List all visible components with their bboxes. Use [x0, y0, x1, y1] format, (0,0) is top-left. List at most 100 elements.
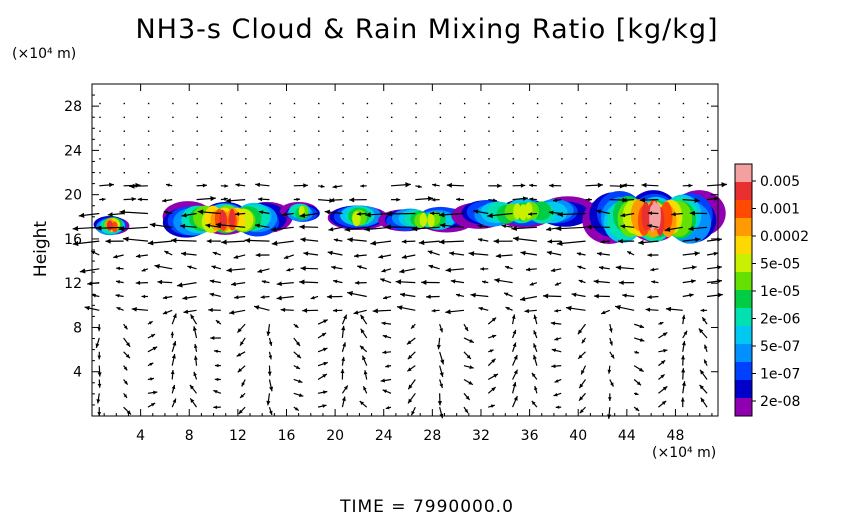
wind-arrow — [171, 340, 177, 352]
wind-arrow — [193, 355, 198, 366]
wind-arrow — [488, 404, 495, 408]
wind-dot — [391, 171, 393, 174]
wind-arrow — [585, 182, 603, 188]
wind-arrow — [519, 295, 538, 302]
y-tick-label: 16 — [64, 232, 82, 248]
wind-arrow — [596, 251, 610, 257]
wind-arrow — [534, 385, 538, 394]
cloud-layer — [93, 190, 726, 244]
wind-arrow — [359, 345, 368, 353]
wind-arrow — [236, 351, 246, 357]
wind-arrow — [410, 323, 416, 330]
wind-dot — [415, 144, 417, 146]
wind-dot — [682, 144, 685, 146]
y-axis-label: Height — [31, 221, 51, 278]
wind-dot — [609, 116, 612, 119]
wind-arrow — [682, 265, 697, 270]
wind-arrow — [95, 337, 100, 349]
wind-arrow — [707, 182, 728, 188]
wind-dot — [147, 116, 150, 119]
wind-arrow — [293, 365, 301, 370]
wind-arrow — [658, 321, 664, 326]
cloud-contour — [513, 203, 522, 220]
wind-arrow — [141, 268, 149, 272]
wind-dot — [439, 158, 442, 160]
colorbar-label: 1e-07 — [760, 367, 800, 383]
wind-arrow — [116, 306, 124, 311]
y-axis-unit: (×10⁴ m) — [12, 46, 77, 62]
wind-arrow — [332, 279, 343, 284]
wind-arrow — [107, 212, 124, 217]
wind-dot — [245, 116, 247, 119]
colorbar-swatch — [735, 290, 752, 309]
wind-arrow — [220, 197, 228, 201]
wind-arrow — [617, 238, 635, 244]
wind-dot — [585, 171, 587, 174]
wind-dot — [585, 144, 587, 146]
wind-dot — [391, 116, 393, 119]
wind-arrow — [347, 237, 367, 243]
wind-arrow — [463, 406, 469, 414]
wind-arrow — [577, 351, 586, 360]
wind-arrow — [254, 223, 270, 229]
wind-arrow — [547, 239, 562, 244]
wind-dot — [463, 171, 466, 174]
wind-arrow — [406, 365, 416, 372]
wind-arrow — [681, 340, 686, 352]
wind-arrow — [427, 250, 440, 256]
wind-arrow — [213, 349, 221, 354]
x-tick-label: 20 — [326, 428, 344, 444]
wind-arrow — [585, 197, 592, 202]
wind-arrow — [436, 337, 441, 350]
wind-arrow — [267, 365, 272, 376]
wind-arrow — [353, 253, 367, 258]
wind-arrow — [504, 265, 513, 270]
wind-arrow — [181, 212, 197, 218]
wind-dot — [439, 102, 442, 105]
wind-dot — [220, 158, 223, 160]
cloud-region — [327, 205, 389, 231]
wind-arrow — [382, 350, 392, 355]
wind-dot — [536, 144, 539, 146]
x-tick-label: 36 — [521, 428, 539, 444]
wind-arrow — [317, 332, 327, 339]
wind-arrow — [233, 254, 246, 259]
wind-arrow — [463, 378, 474, 386]
wind-arrow — [633, 392, 639, 396]
wind-arrow — [529, 197, 537, 202]
wind-arrow — [477, 237, 489, 242]
wind-arrow — [533, 343, 538, 353]
wind-dot — [682, 102, 685, 105]
wind-dot — [512, 130, 514, 132]
wind-arrow — [658, 400, 667, 408]
wind-arrow — [299, 279, 319, 285]
wind-arrow — [162, 309, 173, 315]
wind-arrow — [302, 308, 319, 313]
wind-arrow — [268, 337, 273, 347]
wind-arrow — [317, 390, 328, 395]
x-tick-label: 24 — [375, 428, 393, 444]
wind-dot — [391, 130, 393, 132]
wind-arrow — [524, 308, 537, 314]
wind-arrow — [190, 313, 198, 325]
wind-dot — [658, 130, 660, 132]
wind-arrow — [170, 369, 175, 380]
wind-arrow — [651, 280, 659, 284]
wind-dot — [318, 116, 320, 119]
cloud-contour — [352, 211, 361, 227]
wind-arrow — [147, 377, 154, 381]
wind-arrow — [671, 212, 683, 217]
wind-dot — [707, 116, 709, 119]
wind-arrow — [542, 293, 562, 299]
wind-arrow — [162, 295, 173, 300]
wind-arrow — [209, 279, 221, 284]
wind-arrow — [578, 379, 586, 389]
wind-arrow — [607, 365, 612, 374]
wind-arrow — [552, 198, 562, 203]
wind-dot — [196, 116, 198, 119]
wind-arrow — [214, 377, 221, 382]
wind-arrow — [431, 197, 440, 202]
wind-arrow — [171, 384, 176, 394]
wind-arrow — [437, 393, 442, 406]
wind-arrow — [477, 224, 489, 229]
